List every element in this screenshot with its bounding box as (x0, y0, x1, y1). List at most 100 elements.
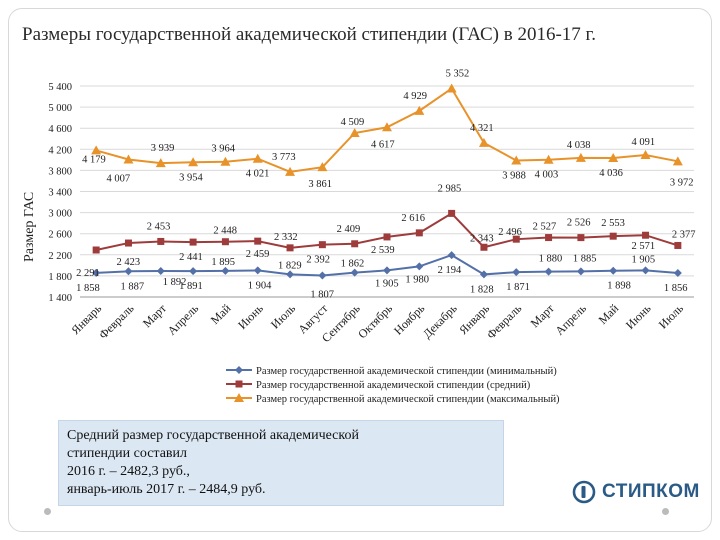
logo-text: СТИПКОМ (602, 481, 700, 502)
point-min (286, 270, 295, 279)
point-avg (351, 240, 359, 248)
point-avg (286, 244, 294, 252)
data-label-avg: 2 459 (246, 249, 270, 260)
point-avg (448, 209, 456, 217)
data-label-max: 4 179 (82, 154, 106, 165)
data-label-min: 1 828 (470, 284, 494, 295)
point-min (512, 268, 521, 277)
data-label-max: 3 773 (272, 152, 296, 163)
point-max (349, 128, 360, 138)
note-line-3: 2016 г. – 2482,3 руб., (67, 464, 190, 479)
note-line-2: стипендии составил (67, 446, 187, 461)
data-label-min: 1 858 (76, 283, 100, 294)
point-min (221, 266, 230, 275)
data-label-max: 4 036 (599, 168, 623, 179)
data-label-max: 4 021 (246, 169, 270, 180)
point-avg (318, 241, 326, 249)
data-label-min: 1 887 (120, 281, 144, 292)
x-tick-label: Апрель (552, 301, 589, 338)
data-label-avg: 2 291 (76, 268, 100, 279)
data-label-avg: 2 526 (567, 218, 591, 229)
data-label-avg: 2 343 (470, 233, 494, 244)
point-avg (189, 238, 197, 246)
data-label-min: 1 871 (506, 282, 530, 293)
slide-title: Размеры государственной академической ст… (22, 24, 596, 45)
point-max (414, 105, 425, 115)
data-label-min: 1 904 (248, 280, 272, 291)
summary-note: Средний размер государственной академиче… (58, 420, 504, 506)
data-label-min: 1 829 (278, 260, 302, 271)
data-label-avg: 2 496 (498, 227, 522, 238)
y-tick-label: 1 400 (48, 293, 72, 304)
x-tick-label: Май (208, 301, 234, 327)
data-label-min: 2 194 (438, 265, 462, 276)
x-tick-label: Декабрь (420, 301, 460, 341)
x-tick-label: Июнь (623, 301, 654, 332)
data-label-avg: 2 448 (213, 226, 237, 237)
data-label-max: 5 352 (446, 69, 470, 80)
point-min (124, 267, 133, 276)
data-label-min: 1 905 (375, 278, 399, 289)
point-max (672, 156, 683, 166)
x-tick-label: Февраль (96, 301, 137, 342)
point-max (220, 156, 231, 166)
point-min (673, 268, 682, 277)
data-label-min: 1 980 (405, 274, 429, 285)
point-min (156, 267, 165, 276)
slide-bullet-right (662, 508, 669, 515)
y-tick-label: 4 600 (48, 124, 72, 135)
data-label-min: 1 807 (310, 290, 334, 301)
data-label-avg: 2 453 (147, 221, 171, 232)
data-label-max: 3 939 (151, 143, 175, 154)
y-tick-label: 4 200 (48, 145, 72, 156)
y-tick-label: 2 600 (48, 230, 72, 241)
point-max (188, 157, 199, 167)
point-max (608, 152, 619, 162)
point-min (576, 267, 585, 276)
point-avg (512, 235, 520, 243)
data-label-avg: 2 392 (306, 255, 330, 266)
x-tick-label: Июль (656, 301, 687, 332)
point-max (575, 152, 586, 162)
x-tick-label: Июль (268, 301, 299, 332)
point-avg (383, 233, 391, 241)
y-tick-label: 3 000 (48, 209, 72, 220)
y-tick-label: 3 800 (48, 166, 72, 177)
x-tick-label: Апрель (165, 301, 202, 338)
point-avg (157, 237, 165, 245)
data-label-avg: 2 616 (401, 213, 425, 224)
point-avg (124, 239, 132, 247)
data-label-max: 4 091 (632, 137, 656, 148)
point-min (92, 268, 101, 277)
data-label-avg: 2 985 (438, 183, 462, 194)
x-tick-label: Октябрь (355, 301, 395, 341)
note-line-4: январь-июль 2017 г. – 2484,9 руб. (67, 482, 266, 497)
data-label-max: 3 954 (179, 172, 203, 183)
data-label-max: 3 861 (308, 179, 332, 190)
legend-label-max: Размер государственной академической сти… (256, 394, 560, 405)
legend-marker-max (234, 393, 244, 402)
y-tick-label: 1 800 (48, 272, 72, 283)
point-max (511, 155, 522, 165)
point-min (189, 267, 198, 276)
data-label-avg: 2 527 (533, 222, 557, 233)
point-max (252, 153, 263, 163)
point-avg (674, 241, 682, 249)
point-min (641, 266, 650, 275)
data-label-max: 4 003 (535, 170, 559, 181)
point-max (640, 150, 651, 160)
point-avg (609, 232, 617, 240)
legend-marker-min (235, 366, 243, 374)
data-label-min: 1 885 (573, 253, 597, 264)
point-min (350, 268, 359, 277)
slide-frame (8, 8, 712, 532)
data-label-min: 1 880 (539, 254, 563, 265)
point-max (543, 154, 554, 164)
point-avg (480, 243, 488, 251)
point-min (447, 251, 456, 260)
data-label-max: 4 321 (470, 123, 494, 134)
legend-marker-avg (235, 380, 243, 388)
point-min (383, 266, 391, 275)
point-max (91, 145, 102, 155)
y-axis-label: Размер ГАС (22, 191, 37, 262)
